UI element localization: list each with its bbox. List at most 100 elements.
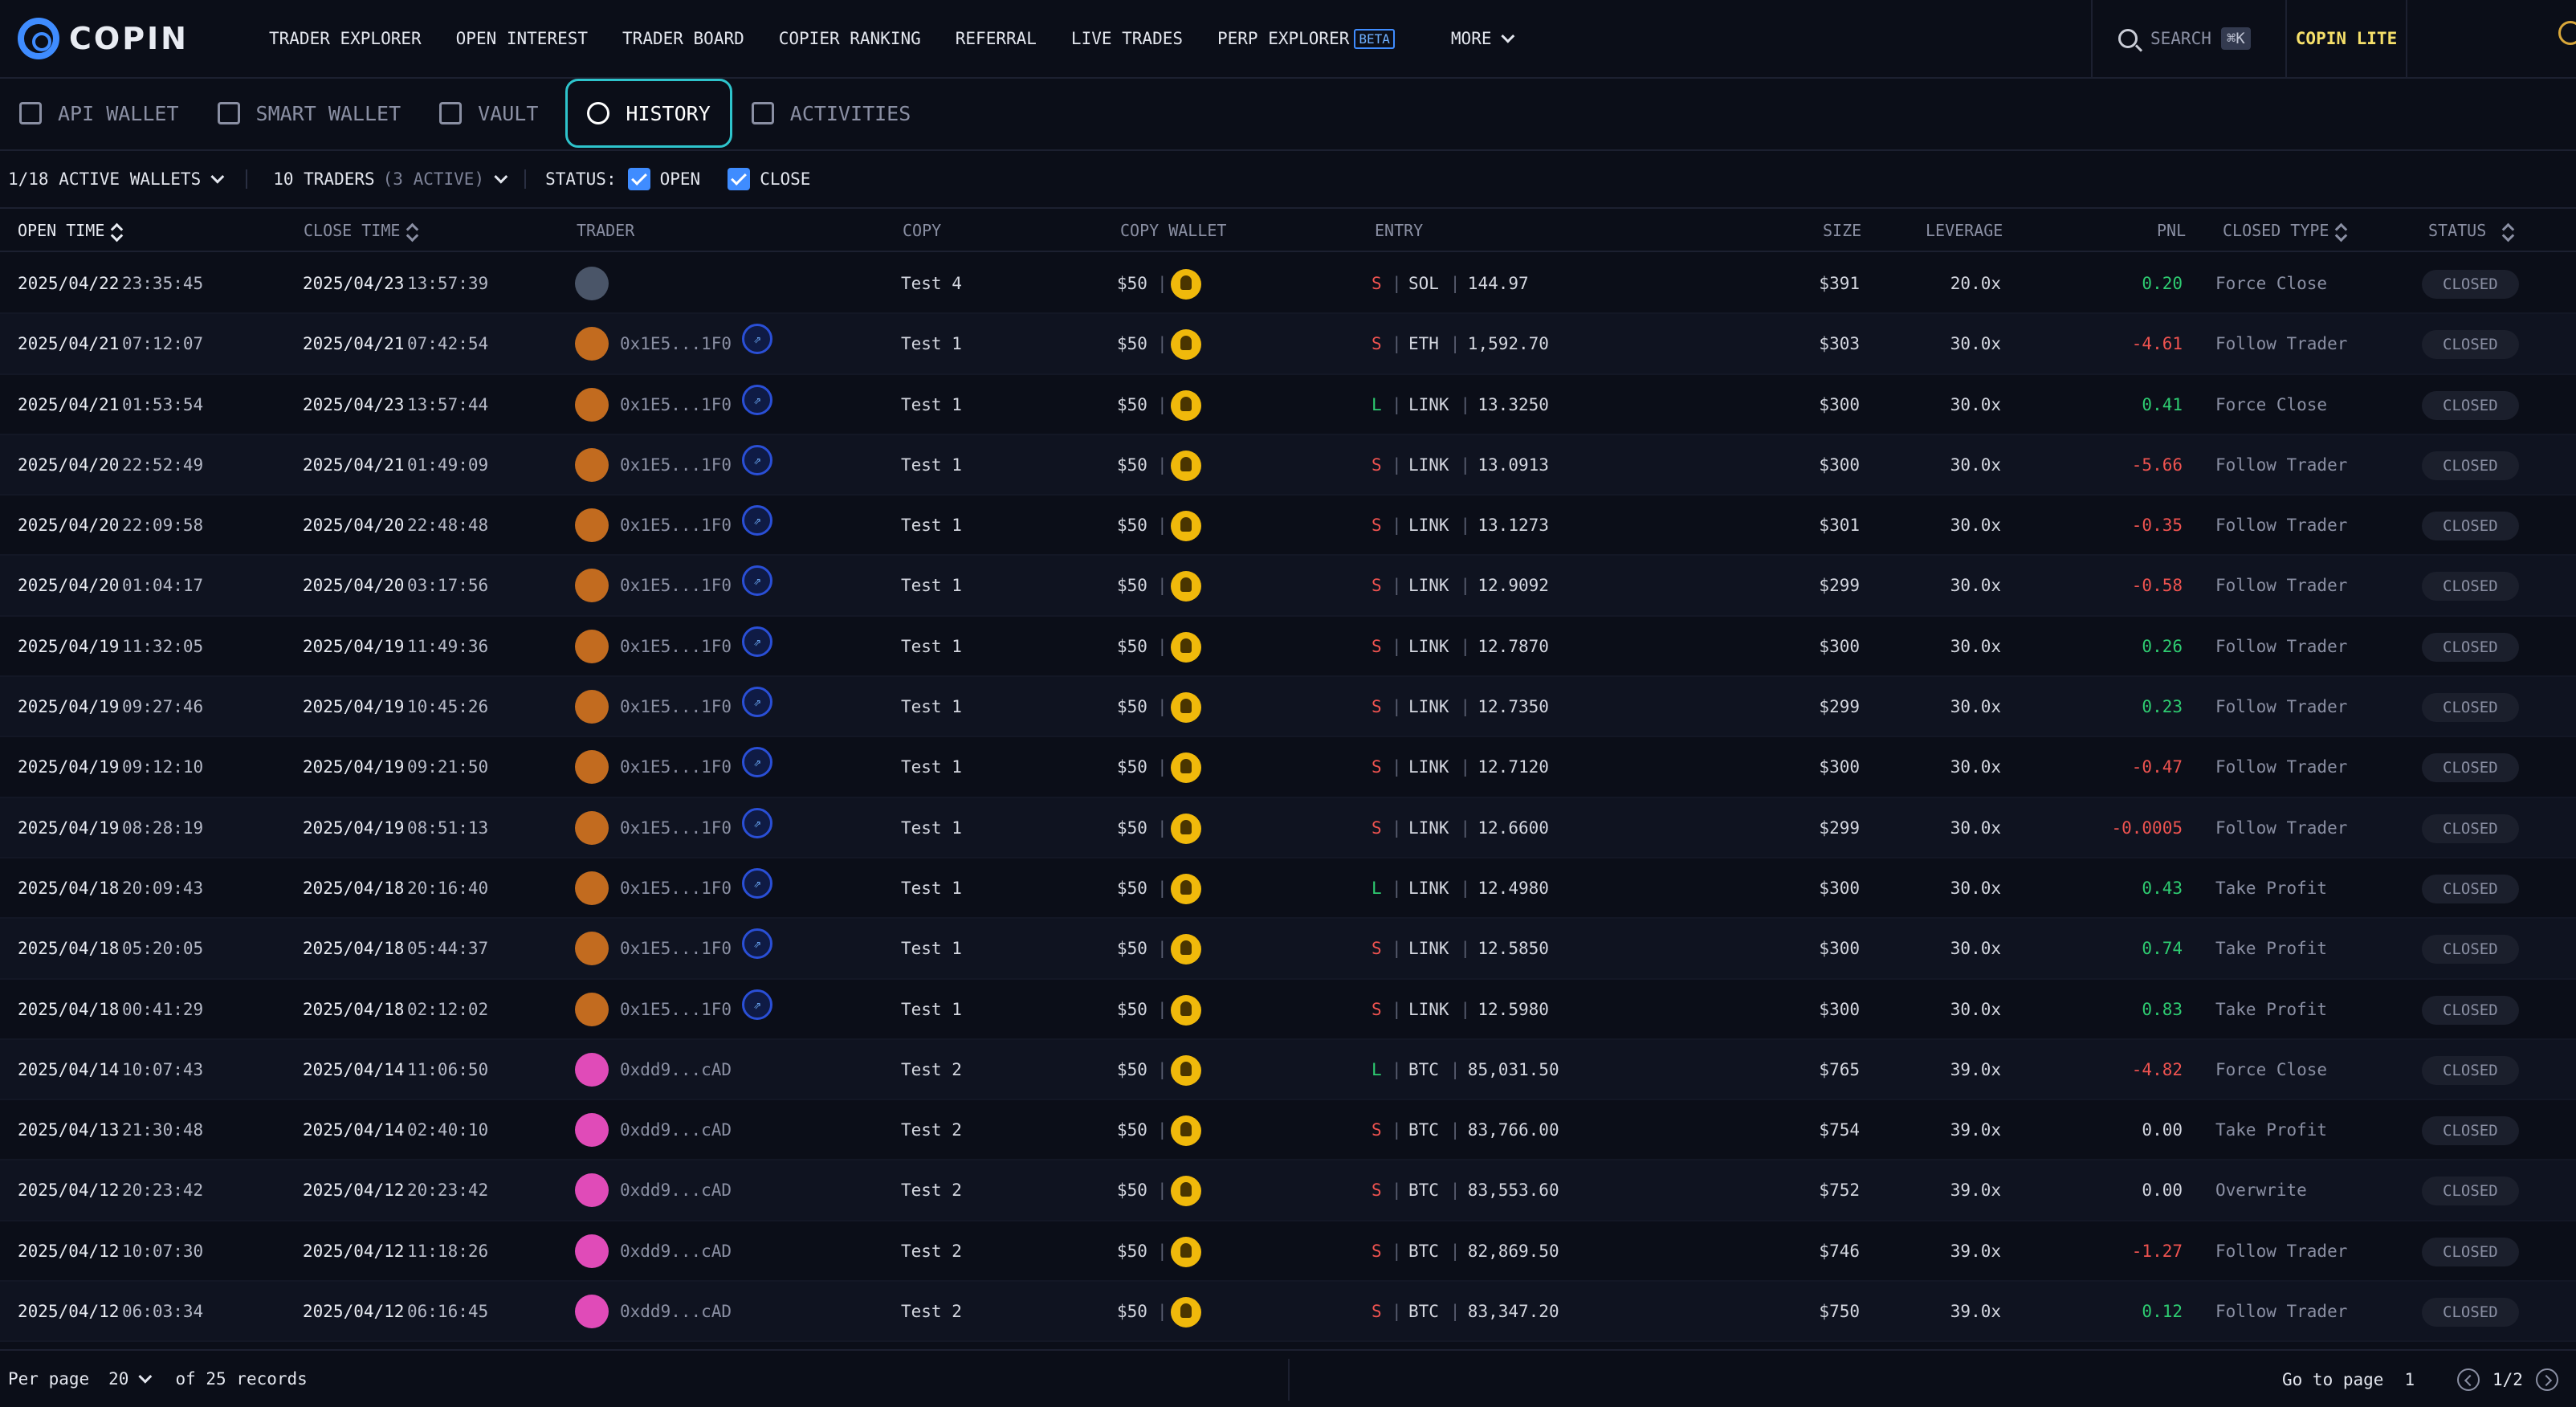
trader-avatar[interactable] — [575, 629, 609, 663]
trader-avatar[interactable] — [575, 750, 609, 785]
copy-name[interactable]: Test 1 — [901, 697, 962, 717]
trader-address[interactable]: 0x1E5...1F0 — [620, 394, 732, 414]
table-row[interactable]: 2025/04/18 00:41:29 2025/04/18 02:12:02 0x1E… — [0, 980, 2576, 1040]
trader-address[interactable]: 0x1E5...1F0 — [620, 516, 732, 536]
copy-name[interactable]: Test 1 — [901, 878, 962, 898]
trader-avatar[interactable] — [575, 327, 609, 361]
trader-avatar[interactable] — [575, 447, 609, 482]
per-page-select[interactable]: 20 — [108, 1369, 153, 1389]
copy-name[interactable]: Test 2 — [901, 1302, 962, 1322]
trader-address[interactable]: 0x1E5...1F0 — [620, 636, 732, 656]
table-row[interactable]: 2025/04/22 23:35:45 2025/04/23 13:57:39 Test… — [0, 254, 2576, 315]
copy-name[interactable]: Test 1 — [901, 394, 962, 414]
trader-avatar[interactable] — [575, 508, 609, 543]
trader-address[interactable]: 0xdd9...cAD — [620, 1241, 732, 1261]
col-close-time[interactable]: CLOSE TIME — [304, 209, 418, 252]
trader-address[interactable]: 0x1E5...1F0 — [620, 818, 732, 838]
table-row[interactable]: 2025/04/20 22:52:49 2025/04/21 01:49:09 0x1E… — [0, 434, 2576, 496]
table-row[interactable]: 2025/04/12 06:03:34 2025/04/12 06:16:45 0xdd… — [0, 1282, 2576, 1343]
nav-item-trader-board[interactable]: TRADER BOARD — [622, 29, 744, 48]
copin-lite-link[interactable]: COPIN LITE — [2287, 0, 2407, 77]
trader-address[interactable]: 0x1E5...1F0 — [620, 757, 732, 777]
nav-item-referral[interactable]: REFERRAL — [956, 29, 1037, 48]
table-row[interactable]: 2025/04/19 11:32:05 2025/04/19 11:49:36 0x1E… — [0, 617, 2576, 678]
goto-input[interactable]: 1 — [2404, 1370, 2415, 1389]
table-row[interactable]: 2025/04/18 20:09:43 2025/04/18 20:16:40 0x1E… — [0, 858, 2576, 920]
tab-vault[interactable]: VAULT — [420, 79, 557, 148]
trader-address[interactable]: 0x1E5...1F0 — [620, 939, 732, 959]
trader-avatar[interactable] — [575, 871, 609, 905]
table-row[interactable]: 2025/04/12 10:07:30 2025/04/12 11:18:26 0xdd… — [0, 1221, 2576, 1283]
tab-activities[interactable]: ACTIVITIES — [732, 79, 931, 148]
table-row[interactable]: 2025/04/20 22:09:58 2025/04/20 22:48:48 0x1E… — [0, 496, 2576, 557]
trader-avatar[interactable] — [575, 690, 609, 724]
tab-smart-wallet[interactable]: SMART WALLET — [198, 79, 421, 148]
trader-avatar[interactable] — [575, 992, 609, 1026]
trader-address[interactable]: 0x1E5...1F0 — [620, 999, 732, 1019]
copy-name[interactable]: Test 1 — [901, 636, 962, 656]
trader-address[interactable]: 0xdd9...cAD — [620, 1120, 732, 1140]
copin-logo[interactable]: COPIN — [18, 18, 234, 59]
nav-item-open-interest[interactable]: OPEN INTEREST — [456, 29, 588, 48]
col-open-time[interactable]: OPEN TIME — [18, 209, 122, 252]
table-row[interactable]: 2025/04/19 08:28:19 2025/04/19 08:51:13 0x1E… — [0, 797, 2576, 858]
trader-avatar[interactable] — [575, 1173, 609, 1208]
trader-avatar[interactable] — [575, 1234, 609, 1268]
nav-item-copier-ranking[interactable]: COPIER RANKING — [779, 29, 921, 48]
close-checkbox[interactable] — [728, 168, 751, 190]
nav-item-live-trades[interactable]: LIVE TRADES — [1071, 29, 1183, 48]
trader-address[interactable]: 0x1E5...1F0 — [620, 576, 732, 596]
search-button[interactable]: SEARCH ⌘K — [2091, 0, 2287, 77]
trader-avatar[interactable] — [575, 810, 609, 845]
trader-avatar[interactable] — [575, 267, 609, 300]
trader-avatar[interactable] — [575, 569, 609, 603]
trader-address[interactable]: 0x1E5...1F0 — [620, 697, 732, 717]
next-page-icon[interactable] — [2535, 1368, 2558, 1391]
table-row[interactable]: 2025/04/18 05:20:05 2025/04/18 05:44:37 0x1E… — [0, 919, 2576, 980]
col-status[interactable]: STATUS — [2428, 209, 2513, 252]
copy-name[interactable]: Test 1 — [901, 818, 962, 838]
trader-avatar[interactable] — [575, 387, 609, 422]
tab-history[interactable]: HISTORY — [565, 79, 732, 148]
table-row[interactable]: 2025/04/19 09:27:46 2025/04/19 10:45:26 0x1E… — [0, 677, 2576, 738]
copy-name[interactable]: Test 1 — [901, 334, 962, 354]
table-row[interactable]: 2025/04/21 07:12:07 2025/04/21 07:42:54 0x1E… — [0, 314, 2576, 375]
trader-address[interactable]: 0x1E5...1F0 — [620, 334, 732, 354]
copy-name[interactable]: Test 1 — [901, 576, 962, 596]
tab-api-wallet[interactable]: API WALLET — [0, 79, 198, 148]
copy-name[interactable]: Test 2 — [901, 1181, 962, 1201]
table-row[interactable]: 2025/04/13 21:30:48 2025/04/14 02:40:10 0xdd… — [0, 1100, 2576, 1161]
table-row[interactable]: 2025/04/20 01:04:17 2025/04/20 03:17:56 0x1E… — [0, 556, 2576, 617]
copy-name[interactable]: Test 1 — [901, 939, 962, 959]
prev-page-icon[interactable] — [2457, 1368, 2480, 1391]
copy-name[interactable]: Test 2 — [901, 1241, 962, 1261]
copy-name[interactable]: Test 4 — [901, 274, 962, 293]
trader-avatar[interactable] — [575, 1052, 609, 1087]
open-checkbox[interactable] — [627, 168, 650, 190]
table-row[interactable]: 2025/04/21 01:53:54 2025/04/23 13:57:44 0x1E… — [0, 375, 2576, 435]
trader-avatar[interactable] — [575, 932, 609, 966]
nav-item-perp-explorer[interactable]: PERP EXPLORER BETA — [1217, 28, 1395, 49]
trader-address[interactable]: 0xdd9...cAD — [620, 1181, 732, 1201]
copy-name[interactable]: Test 2 — [901, 1059, 962, 1079]
trader-address[interactable]: 0x1E5...1F0 — [620, 878, 732, 898]
more-menu[interactable]: MORE — [1451, 29, 1515, 48]
copy-name[interactable]: Test 2 — [901, 1120, 962, 1140]
trader-avatar[interactable] — [575, 1113, 609, 1148]
copy-name[interactable]: Test 1 — [901, 757, 962, 777]
notification-icon[interactable] — [2558, 21, 2576, 45]
trader-avatar[interactable] — [575, 1295, 609, 1329]
table-row[interactable]: 2025/04/12 20:23:42 2025/04/12 20:23:42 0xdd… — [0, 1160, 2576, 1221]
copy-name[interactable]: Test 1 — [901, 999, 962, 1019]
col-closed-type[interactable]: CLOSED TYPE — [2223, 209, 2346, 252]
wallet-filter[interactable]: 1/18 ACTIVE WALLETS — [8, 169, 225, 189]
nav-item-trader-explorer[interactable]: TRADER EXPLORER — [269, 29, 422, 48]
trader-address[interactable]: 0x1E5...1F0 — [620, 455, 732, 475]
copy-name[interactable]: Test 1 — [901, 516, 962, 536]
trader-filter[interactable]: 10 TRADERS (3 ACTIVE) — [273, 169, 508, 189]
trader-address[interactable]: 0xdd9...cAD — [620, 1059, 732, 1079]
table-row[interactable]: 2025/04/19 09:12:10 2025/04/19 09:21:50 0x1E… — [0, 737, 2576, 798]
copy-name[interactable]: Test 1 — [901, 455, 962, 475]
trader-address[interactable]: 0xdd9...cAD — [620, 1302, 732, 1322]
table-row[interactable]: 2025/04/14 10:07:43 2025/04/14 11:06:50 0xdd… — [0, 1039, 2576, 1101]
